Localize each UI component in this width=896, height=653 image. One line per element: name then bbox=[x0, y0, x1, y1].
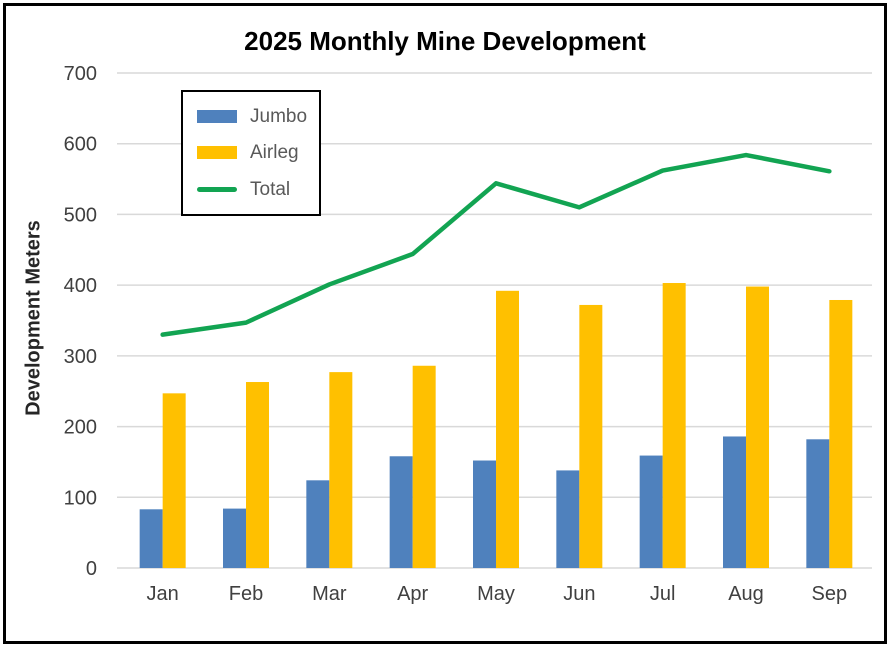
bar-jumbo-jul bbox=[639, 455, 663, 568]
bar-jumbo-apr bbox=[389, 456, 413, 568]
y-tick-label: 600 bbox=[64, 134, 97, 156]
x-category-label: Mar bbox=[312, 583, 347, 605]
legend-swatch-jumbo bbox=[197, 109, 237, 123]
chart-title: 2025 Monthly Mine Development bbox=[244, 26, 646, 56]
y-tick-label: 100 bbox=[64, 487, 97, 509]
bar-jumbo-feb bbox=[223, 508, 246, 568]
plot-area: 0 100 200 300 400 500 600 700 Jan Feb Mar Apr May Jun… bbox=[64, 63, 872, 605]
bar-airleg-may bbox=[496, 290, 519, 568]
line-total bbox=[160, 152, 832, 337]
bar-jumbo-jun bbox=[556, 470, 580, 568]
legend-label-airleg: Airleg bbox=[250, 142, 299, 164]
x-category-label: Aug bbox=[728, 583, 764, 605]
y-tick-label: 0 bbox=[86, 558, 97, 580]
bar-airleg-jun bbox=[579, 304, 603, 568]
legend-swatch-airleg bbox=[197, 146, 237, 160]
y-tick-label: 200 bbox=[64, 417, 97, 439]
bar-airleg-aug bbox=[746, 286, 769, 568]
bar-jumbo-aug bbox=[723, 436, 746, 568]
legend-label-total: Total bbox=[250, 179, 291, 201]
chart-frame: 2025 Monthly Mine Development Developmen… bbox=[3, 3, 887, 644]
y-tick-label: 300 bbox=[64, 346, 97, 368]
bar-airleg-jan bbox=[162, 393, 186, 568]
legend-item-total: Total bbox=[197, 180, 319, 199]
legend-swatch-total bbox=[197, 187, 237, 193]
x-category-label: Feb bbox=[229, 583, 263, 605]
bar-airleg-feb bbox=[246, 382, 269, 568]
legend-item-jumbo: Jumbo bbox=[197, 107, 319, 126]
bar-jumbo-may bbox=[473, 460, 496, 568]
bar-airleg-sep bbox=[829, 299, 853, 568]
x-category-label: Sep bbox=[812, 583, 848, 605]
x-category-label: Apr bbox=[397, 583, 428, 605]
bar-jumbo-sep bbox=[806, 439, 830, 568]
bar-jumbo-jan bbox=[139, 509, 163, 568]
bar-airleg-jul bbox=[662, 283, 686, 568]
y-tick-label: 700 bbox=[64, 63, 97, 85]
x-category-label: Jun bbox=[563, 583, 595, 605]
bar-airleg-apr bbox=[412, 365, 436, 568]
legend: Jumbo Airleg Total bbox=[181, 90, 321, 216]
y-tick-label: 400 bbox=[64, 275, 97, 297]
x-category-label: Jan bbox=[147, 583, 179, 605]
bar-jumbo-mar bbox=[306, 480, 330, 568]
y-tick-label: 500 bbox=[64, 204, 97, 226]
x-category-label: Jul bbox=[650, 583, 676, 605]
bar-airleg-mar bbox=[329, 372, 353, 568]
legend-label-jumbo: Jumbo bbox=[250, 105, 308, 127]
legend-item-airleg: Airleg bbox=[197, 143, 319, 162]
x-category-label: May bbox=[477, 583, 515, 605]
